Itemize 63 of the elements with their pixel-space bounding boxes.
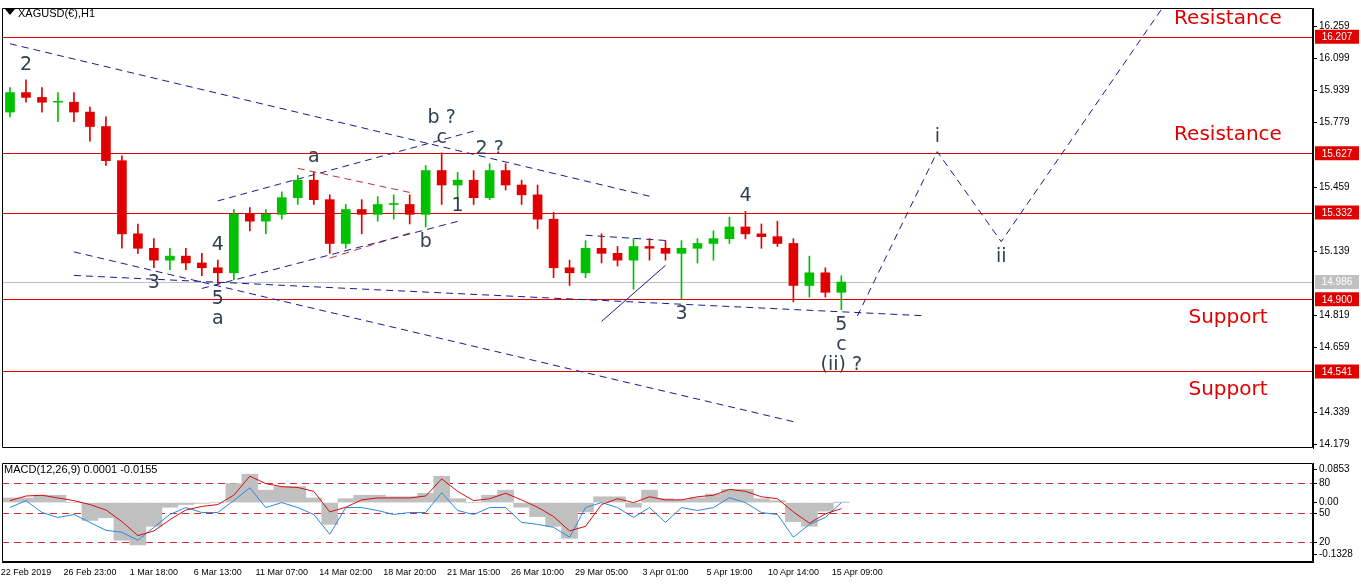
- annotation: i: [934, 123, 940, 146]
- annotation: b ?: [427, 104, 456, 127]
- y2-tick-label: 20: [1319, 536, 1331, 548]
- annotation: c: [836, 331, 847, 354]
- annotation: 2 ?: [475, 135, 504, 158]
- x-tick-label: 3 Apr 01:00: [642, 566, 689, 577]
- annotation: 3: [147, 269, 160, 292]
- candlestick: [53, 92, 63, 123]
- candlestick: [213, 259, 223, 285]
- x-tick-label: 5 Apr 19:00: [706, 566, 753, 577]
- annotation: 3: [675, 301, 688, 324]
- annotation: 4: [739, 183, 752, 206]
- x-tick-label: 22 Feb 2019: [0, 566, 52, 577]
- y-tick-label: 0.00: [1319, 496, 1339, 508]
- annotation: ii: [995, 243, 1007, 266]
- annotation: Support: [1188, 303, 1268, 328]
- x-tick-label: 26 Mar 10:00: [511, 566, 565, 577]
- y-tick-label: 14.659: [1319, 341, 1351, 353]
- annotation: b: [419, 228, 432, 251]
- y-tick-label: 15.459: [1319, 180, 1351, 192]
- x-tick-label: 10 Apr 14:00: [767, 566, 819, 577]
- x-tick-label: 6 Mar 13:00: [193, 566, 242, 577]
- x-tick-label: 18 Mar 20:00: [383, 566, 437, 577]
- ref-line-label: 14.986: [1321, 276, 1353, 288]
- y2-tick-label: 80: [1319, 477, 1331, 489]
- y-tick-label: 0.0853: [1319, 463, 1351, 475]
- x-tick-label: 14 Mar 02:00: [319, 566, 373, 577]
- annotation: 4: [211, 232, 224, 255]
- x-tick-label: 26 Feb 23:00: [63, 566, 117, 577]
- annotation: Resistance: [1174, 4, 1282, 29]
- annotation: Support: [1188, 375, 1268, 400]
- annotation: 1: [451, 193, 464, 216]
- y-tick-label: -0.1328: [1319, 547, 1354, 559]
- ref-line-label: 14.541: [1321, 365, 1353, 377]
- chart-title: XAGUSD(€),H1: [18, 7, 96, 19]
- y-tick-label: 14.179: [1319, 437, 1351, 449]
- candlestick: [197, 252, 207, 276]
- y-tick-label: 16.099: [1319, 52, 1351, 64]
- annotation: c: [436, 124, 447, 147]
- y-tick-label: 15.779: [1319, 116, 1351, 128]
- y-tick-label: 15.939: [1319, 84, 1351, 96]
- annotation: a: [212, 306, 224, 329]
- x-tick-label: 21 Mar 15:00: [447, 566, 501, 577]
- x-tick-label: 29 Mar 05:00: [575, 566, 629, 577]
- y-tick-label: 14.819: [1319, 309, 1351, 321]
- ref-line-label: 16.207: [1321, 30, 1353, 42]
- annotation: 5: [835, 311, 848, 334]
- y2-tick-label: 50: [1319, 507, 1331, 519]
- y-tick-label: 14.339: [1319, 405, 1351, 417]
- annotation: (ii) ?: [820, 351, 863, 374]
- x-tick-label: 1 Mar 18:00: [129, 566, 178, 577]
- annotation: Resistance: [1174, 121, 1282, 146]
- y-tick-label: 15.139: [1319, 245, 1351, 257]
- ref-line-label: 14.900: [1321, 293, 1353, 305]
- chart-title: MACD(12,26,9) 0.0001 -0.0155: [4, 463, 158, 475]
- ref-line-label: 15.627: [1321, 147, 1353, 159]
- annotation: 2: [19, 51, 33, 74]
- candlestick: [37, 87, 47, 113]
- y-tick-label: 16.259: [1319, 20, 1351, 32]
- x-tick-label: 11 Mar 07:00: [255, 566, 308, 577]
- candlestick: [388, 194, 399, 220]
- ref-line-label: 15.332: [1321, 206, 1353, 218]
- x-tick-label: 15 Apr 09:00: [831, 566, 883, 577]
